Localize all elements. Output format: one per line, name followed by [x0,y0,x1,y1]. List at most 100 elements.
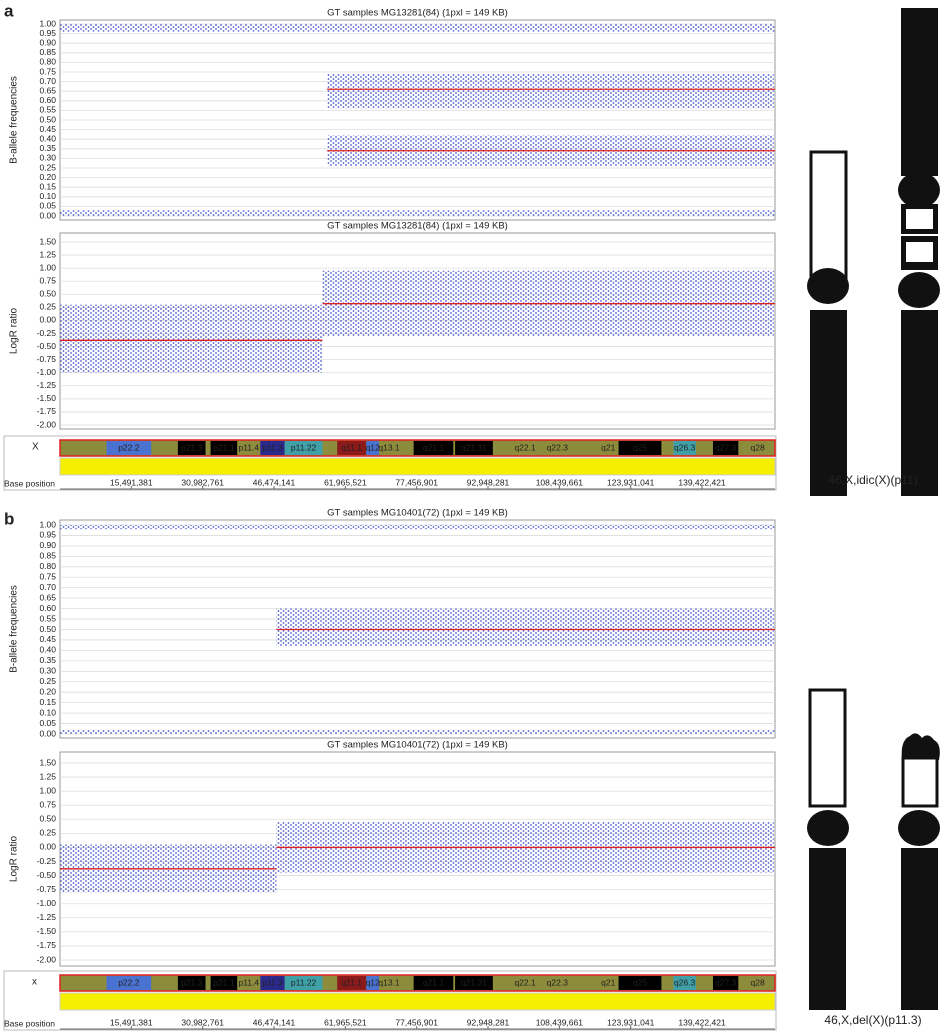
band-label: q22.1 [514,442,536,452]
y-tick-label: 1.50 [39,757,56,767]
band-label: p22.2 [118,977,140,987]
x-tick-label: 30,982,761 [181,477,224,487]
ideogram-band [366,441,380,455]
point-cloud [60,304,323,373]
band-label: q22.3 [547,977,569,987]
x-tick-label: 92,948,281 [467,477,510,487]
karyotype-label: 46,X,idic(X)(p11) [828,473,917,487]
y-tick-label: 0.00 [39,210,56,220]
ideogram-band [260,976,285,990]
track-frame [3,970,777,1031]
y-tick-label: 0.65 [39,85,56,95]
y-tick-label: 0.40 [39,133,56,143]
y-tick-label: 0.95 [39,530,56,540]
ideogram-band [260,441,285,455]
y-tick-label: 0.75 [39,572,56,582]
y-tick-label: 0.50 [39,289,56,299]
point-cloud [60,729,775,734]
y-tick-label: 0.40 [39,645,56,655]
ideogram-band [106,441,152,455]
x-tick-label: 30,982,761 [181,1017,224,1027]
coverage-bar [59,992,776,1011]
y-tick-label: 0.75 [39,66,56,76]
y-tick-label: 0.15 [39,181,56,191]
y-tick-label: 0.10 [39,191,56,201]
y-tick-label: 0.30 [39,153,56,163]
chromosome-diagram [898,733,940,1010]
chart-title: GT samples MG13281(84) (1pxl = 149 KB) [327,221,508,232]
band-label: q28 [751,442,765,452]
band-label: q13.1 [378,977,400,987]
ideogram-band [542,441,573,455]
y-tick-label: -2.00 [37,954,57,964]
y-tick-label: -2.00 [37,419,57,429]
y-tick-label: 0.70 [39,76,56,86]
y-tick-label: 0.25 [39,302,56,312]
x-tick-label: 77,456,901 [395,477,438,487]
ideogram-band [599,976,617,990]
y-tick-label: 0.85 [39,47,56,57]
x-tick-label: 15,491,381 [110,1017,153,1027]
point-cloud [327,73,774,109]
scatter-plot: GT samples MG10401(72) (1pxl = 149 KB) Lo… [9,740,776,967]
ideogram-band [337,441,367,455]
band-label: q21.31 [461,442,487,452]
band-label: p11.22 [291,442,317,452]
y-tick-label: 0.00 [39,728,56,738]
y-tick-label: 0.45 [39,634,56,644]
ideogram-band [284,976,323,990]
ideogram-band [106,976,152,990]
y-tick-label: -1.00 [37,898,57,908]
band-label: q22.3 [547,442,569,452]
y-tick-label: -1.50 [37,393,57,403]
y-tick-label: -1.50 [37,926,57,936]
y-tick-label: 0.50 [39,114,56,124]
y-tick-label: 0.90 [39,37,56,47]
y-tick-label: -1.25 [37,380,57,390]
chart-title: GT samples MG13281(84) (1pxl = 149 KB) [327,8,508,19]
y-tick-label: 0.60 [39,95,56,105]
track-frame [3,435,777,491]
point-cloud [276,608,774,647]
chart-title: GT samples MG10401(72) (1pxl = 149 KB) [327,508,508,519]
y-tick-label: -0.50 [37,870,57,880]
y-tick-label: 0.75 [39,799,56,809]
chromosome-diagram [807,150,849,496]
band-label: q25 [633,442,647,452]
x-tick-label: 46,474,141 [253,1017,296,1027]
band-label: q11.1 [341,442,362,452]
y-tick-label: 0.90 [39,540,56,550]
ideogram-band [455,441,493,455]
y-tick-label: 0.15 [39,697,56,707]
x-axis-label: Base position [4,478,55,488]
y-tick-label: 0.25 [39,828,56,838]
ideogram-band [618,976,662,990]
y-tick-label: 0.50 [39,624,56,634]
ideogram-track: x p22.2 p21.3 p21.1 p11.4 p11.3 p11.22 q11.1 q12… [3,970,777,1031]
ideogram-band [745,976,771,990]
coverage-bar [59,457,776,476]
scatter-plot: GT samples MG13281(84) (1pxl = 149 KB) B-… [9,8,776,221]
ideogram-band [542,976,573,990]
y-tick-label: 0.35 [39,143,56,153]
x-tick-label: 77,456,901 [395,1017,438,1027]
y-tick-label: 0.45 [39,124,56,134]
ideogram-band [379,441,399,455]
band-label: q22.1 [514,977,536,987]
y-tick-label: 0.35 [39,655,56,665]
x-tick-label: 123,931,041 [607,477,655,487]
y-tick-label: 0.55 [39,105,56,115]
y-tick-label: 1.00 [39,785,56,795]
x-tick-label: 61,965,521 [324,477,367,487]
y-tick-label: 0.70 [39,582,56,592]
y-tick-label: 0.10 [39,707,56,717]
ideogram-band [712,976,739,990]
band-label: q21.31 [461,977,487,987]
ideogram-band [177,976,206,990]
y-tick-label: -0.50 [37,341,57,351]
point-cloud [60,210,775,216]
point-cloud [60,24,775,32]
band-label: q25 [633,977,647,987]
y-tick-label: -1.25 [37,912,57,922]
ideogram-band [673,976,696,990]
